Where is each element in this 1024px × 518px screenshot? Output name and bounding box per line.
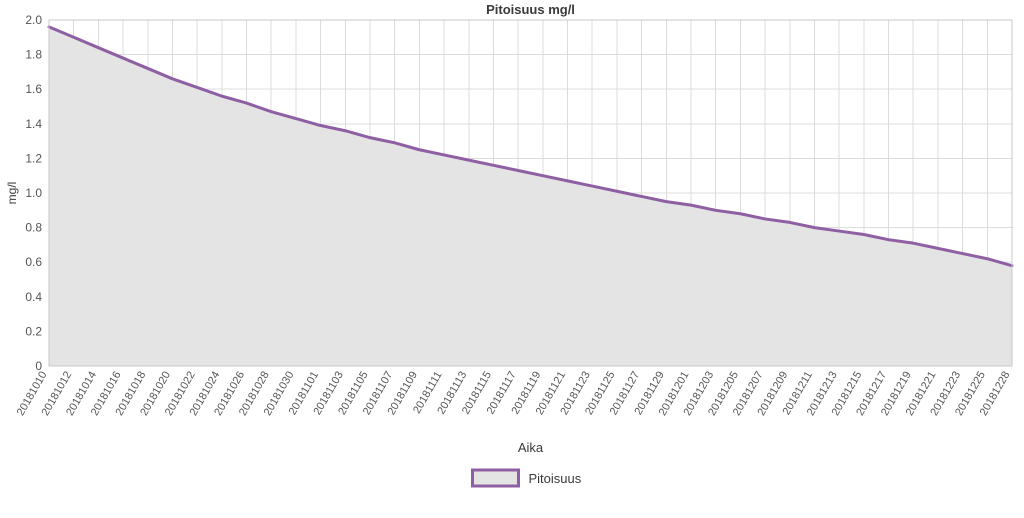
y-tick-label: 0.6 [25, 255, 42, 269]
y-tick-label: 0.4 [25, 290, 42, 304]
y-tick-label: 2.0 [25, 13, 42, 27]
concentration-chart: Pitoisuus mg/l00.20.40.60.81.01.21.41.61… [0, 0, 1024, 518]
y-tick-label: 0.2 [25, 324, 42, 338]
y-tick-label: 0.8 [25, 221, 42, 235]
y-tick-label: 1.8 [25, 48, 42, 62]
y-tick-label: 1.2 [25, 151, 42, 165]
y-tick-label: 1.6 [25, 82, 42, 96]
y-tick-label: 1.4 [25, 117, 42, 131]
chart-title: Pitoisuus mg/l [486, 2, 575, 17]
legend-label: Pitoisuus [529, 471, 582, 486]
y-axis-label: mg/l [5, 182, 19, 205]
x-axis-label: Aika [518, 440, 544, 455]
chart-svg: Pitoisuus mg/l00.20.40.60.81.01.21.41.61… [0, 0, 1024, 518]
y-tick-label: 1.0 [25, 186, 42, 200]
legend-swatch [473, 470, 519, 486]
